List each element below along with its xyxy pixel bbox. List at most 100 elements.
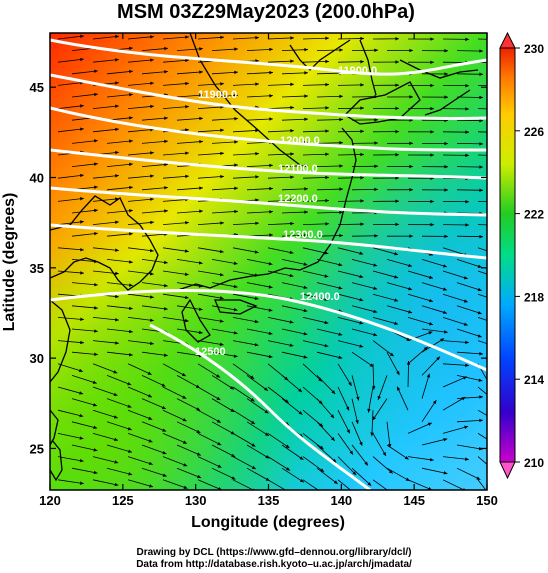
wind-streamline — [211, 210, 238, 214]
wind-streamline — [351, 259, 378, 267]
coastline — [50, 409, 59, 446]
wind-arrowhead — [444, 141, 448, 146]
wind-arrowhead — [94, 185, 98, 190]
wind-arrowhead — [331, 390, 336, 394]
wind-arrowhead — [303, 262, 308, 266]
y-tick-label: 30 — [30, 351, 44, 366]
wind-streamline — [421, 259, 448, 268]
wind-streamline — [337, 363, 352, 387]
wind-streamline — [106, 93, 133, 98]
wind-streamline — [57, 174, 84, 179]
wind-arrowhead — [345, 406, 350, 411]
wind-streamline — [92, 340, 119, 344]
wind-streamline — [477, 409, 487, 416]
wind-arrowhead — [303, 308, 308, 313]
wind-arrowhead — [463, 322, 468, 326]
wind-arrowhead — [408, 310, 413, 314]
wind-arrowhead — [198, 330, 203, 335]
x-axis: 120 125 130 135 140 145 150 — [39, 33, 498, 508]
wind-streamline — [232, 222, 259, 225]
wind-arrowhead — [404, 455, 409, 460]
wind-streamline — [232, 176, 259, 179]
wind-streamline — [71, 232, 98, 237]
wind-arrowhead — [219, 272, 224, 277]
wind-streamline — [197, 317, 224, 323]
wind-streamline — [92, 363, 118, 374]
wind-arrowhead — [290, 152, 294, 156]
wind-streamline — [337, 293, 364, 301]
wind-streamline — [162, 152, 189, 156]
wind-arrowhead — [268, 354, 273, 359]
wind-streamline — [477, 433, 487, 440]
wind-streamline — [246, 259, 273, 265]
wind-arrowhead — [265, 455, 270, 459]
wind-arrowhead — [409, 48, 413, 53]
wind-arrowhead — [199, 93, 203, 98]
wind-streamline — [396, 386, 409, 411]
wind-arrowhead — [477, 334, 482, 338]
wind-streamline — [421, 399, 437, 423]
wind-arrowhead — [367, 408, 371, 413]
wind-streamline — [302, 270, 329, 278]
wind-arrowhead — [318, 377, 323, 382]
wind-arrowhead — [444, 95, 448, 99]
wind-arrowhead — [184, 295, 189, 300]
wind-arrowhead — [373, 332, 378, 337]
wind-arrowhead — [80, 340, 84, 345]
wind-arrowhead — [250, 398, 255, 402]
wind-arrowhead — [269, 117, 273, 121]
wind-streamline — [477, 108, 487, 110]
wind-streamline — [92, 270, 119, 275]
wind-streamline — [477, 247, 487, 252]
wind-arrowhead — [80, 127, 84, 131]
wind-arrowhead — [427, 422, 432, 426]
wind-streamline — [302, 107, 329, 109]
wind-streamline — [127, 59, 154, 63]
wind-streamline — [71, 282, 98, 286]
wind-streamline — [127, 317, 154, 322]
wind-streamline — [421, 467, 448, 474]
wind-arrowhead — [299, 456, 304, 460]
wind-streamline — [92, 317, 119, 321]
coastline — [289, 39, 351, 71]
wind-arrowhead — [390, 491, 394, 495]
wind-arrowhead — [338, 262, 343, 267]
wind-arrowhead — [372, 416, 377, 421]
wind-arrowhead — [397, 386, 401, 391]
wind-arrowhead — [148, 461, 153, 466]
wind-streamline — [176, 375, 200, 389]
wind-streamline — [141, 210, 168, 214]
wind-arrowhead — [430, 83, 434, 88]
wind-arrowhead — [115, 318, 119, 322]
wind-streamline — [442, 317, 468, 326]
wind-arrowhead — [251, 420, 256, 425]
wind-streamline — [407, 479, 433, 490]
wind-streamline — [337, 247, 364, 255]
chart-title: MSM 03Z29May2023 (200.0hPa) — [117, 1, 415, 23]
wind-streamline — [176, 444, 201, 456]
wind-arrowhead — [163, 353, 168, 357]
wind-streamline — [267, 60, 294, 63]
wind-arrowhead — [164, 186, 168, 190]
wind-streamline — [197, 176, 224, 179]
wind-arrowhead — [429, 275, 433, 279]
wind-streamline — [57, 363, 83, 372]
wind-streamline — [127, 270, 154, 275]
wind-arrowhead — [304, 71, 308, 75]
wind-arrowhead — [255, 198, 259, 202]
wind-arrowhead — [360, 222, 364, 226]
wind-streamline — [246, 72, 273, 75]
wind-arrowhead — [79, 458, 84, 463]
wind-arrowhead — [268, 285, 273, 289]
wind-streamline — [281, 165, 308, 167]
wind-streamline — [421, 305, 448, 314]
wind-streamline — [337, 200, 365, 202]
wind-arrowhead — [394, 275, 399, 279]
wind-streamline — [337, 410, 351, 434]
colorbar-body — [499, 47, 516, 463]
wind-streamline — [316, 282, 343, 289]
wind-streamline — [456, 396, 483, 399]
wind-streamline — [407, 346, 428, 365]
wind-arrowhead — [436, 356, 440, 361]
wind-arrowhead — [150, 197, 154, 202]
